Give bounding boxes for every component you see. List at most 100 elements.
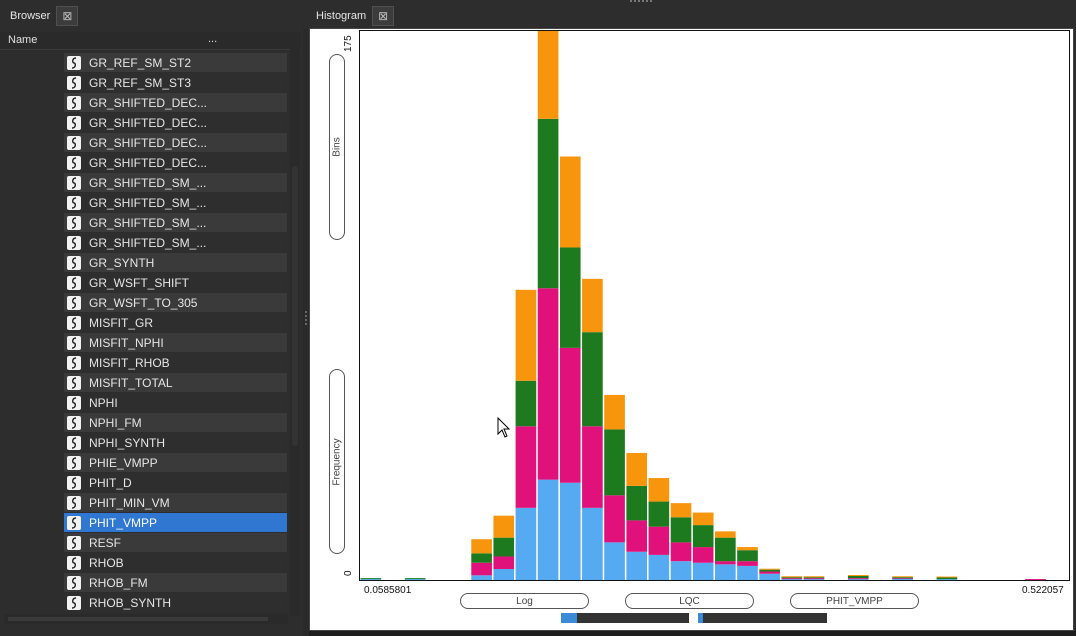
tree-item-label: GR_SHIFTED_SM_... xyxy=(89,195,207,210)
curve-icon xyxy=(67,595,81,610)
tree-item[interactable]: GR_SHIFTED_DEC... xyxy=(64,113,287,132)
panel-drag-grip[interactable] xyxy=(630,0,652,5)
tree-horizontal-scrollbar[interactable] xyxy=(4,614,288,624)
curve-icon xyxy=(67,315,81,330)
curve-icon xyxy=(67,535,81,550)
tree-item-label: NPHI_FM xyxy=(89,415,142,430)
column-name-header[interactable]: Name xyxy=(8,34,38,46)
tree-item[interactable]: GR_SHIFTED_DEC... xyxy=(64,153,287,172)
tree-item-label: GR_REF_SM_ST3 xyxy=(89,75,192,90)
tree-item-label: RHOB_FM xyxy=(89,575,148,590)
mouse-cursor-icon xyxy=(497,417,511,438)
tree-item[interactable]: GR_SHIFTED_SM_... xyxy=(64,173,287,192)
tree-item[interactable]: RHOB_FM xyxy=(64,573,287,592)
scroll-thumb[interactable] xyxy=(8,617,268,621)
curve-icon xyxy=(67,255,81,270)
curve-icon xyxy=(67,555,81,570)
panel-splitter[interactable] xyxy=(303,28,309,636)
curve-icon xyxy=(67,475,81,490)
browser-close-button[interactable]: ⊠ xyxy=(56,6,79,26)
tree-item[interactable]: RHOB xyxy=(64,553,287,572)
curve-icon xyxy=(67,435,81,450)
x-tick-label-max: 0.522057 xyxy=(1022,585,1064,596)
tree-item[interactable]: MISFIT_NPHI xyxy=(64,333,287,352)
frequency-button-label: Frequency xyxy=(331,437,343,486)
tree-item-label: MISFIT_NPHI xyxy=(89,335,164,350)
curve-icon xyxy=(67,395,81,410)
column-more-header[interactable]: ... xyxy=(208,33,218,45)
tree-item[interactable]: PHIT_D xyxy=(64,473,287,492)
tree-item[interactable]: GR_WSFT_SHIFT xyxy=(64,273,287,292)
tree-item[interactable]: GR_SHIFTED_SM_... xyxy=(64,213,287,232)
plot-area[interactable] xyxy=(359,30,1070,581)
tree-item-label: MISFIT_RHOB xyxy=(89,355,170,370)
tree-item-label: NPHI xyxy=(89,395,118,410)
range-slider-handle[interactable] xyxy=(561,613,577,623)
tree-item[interactable]: PHIE_VMPP xyxy=(64,453,287,472)
tree-item[interactable]: GR_SHIFTED_DEC... xyxy=(64,93,287,112)
curve-icon xyxy=(67,55,81,70)
tree-item[interactable]: MISFIT_GR xyxy=(64,313,287,332)
log-button[interactable]: Log xyxy=(460,593,589,609)
tree-item[interactable]: GR_SHIFTED_SM_... xyxy=(64,193,287,212)
tree-item[interactable]: GR_WSFT_TO_305 xyxy=(64,293,287,312)
tree-item[interactable]: NPHI xyxy=(64,393,287,412)
tree-vertical-scrollbar[interactable] xyxy=(290,46,300,616)
tree-item-label: RHOB_SYNTH xyxy=(89,595,172,610)
range-slider-left[interactable] xyxy=(561,613,689,623)
column-header[interactable]: Name ... xyxy=(0,32,301,50)
curve-icon xyxy=(67,275,81,290)
browser-tab[interactable]: Browser ⊠ xyxy=(10,4,79,28)
tree-item[interactable]: GR_SHIFTED_SM_... xyxy=(64,233,287,252)
range-slider-handle[interactable] xyxy=(698,613,703,623)
curve-icon xyxy=(67,455,81,470)
tree-item-label: GR_SYNTH xyxy=(89,255,155,270)
tree-item[interactable]: PHIT_MIN_VM xyxy=(64,493,287,512)
y-tick-label-min: 0 xyxy=(343,570,354,576)
tree-item[interactable]: PHIT_VMPP xyxy=(64,513,287,532)
curve-icon xyxy=(67,115,81,130)
range-slider-right[interactable] xyxy=(698,613,827,623)
browser-title: Browser xyxy=(10,10,51,22)
tree-item-label: RESF xyxy=(89,535,122,550)
tree-item-label: GR_SHIFTED_DEC... xyxy=(89,135,208,150)
curve-icon xyxy=(67,135,81,150)
bins-button-label: Bins xyxy=(331,137,343,157)
scroll-thumb[interactable] xyxy=(292,166,298,446)
curve-icon xyxy=(67,335,81,350)
histogram-title: Histogram xyxy=(316,10,367,22)
tree-item[interactable]: GR_REF_SM_ST2 xyxy=(64,53,287,72)
bins-button[interactable]: Bins xyxy=(329,54,345,240)
tree-item[interactable]: GR_SYNTH xyxy=(64,253,287,272)
close-icon: ⊠ xyxy=(378,9,389,23)
tree-item[interactable]: NPHI_SYNTH xyxy=(64,433,287,452)
histogram-tab[interactable]: Histogram ⊠ xyxy=(316,4,395,28)
tree-item[interactable]: GR_REF_SM_ST3 xyxy=(64,73,287,92)
tree-item-label: RHOB xyxy=(89,555,124,570)
tree-item[interactable]: RHOB_SYNTH xyxy=(64,593,287,612)
tree-item-label: GR_SHIFTED_DEC... xyxy=(89,115,208,130)
tree-item[interactable]: NPHI_FM xyxy=(64,413,287,432)
curve-icon xyxy=(67,355,81,370)
curve-selector-button[interactable]: PHIT_VMPP xyxy=(790,593,919,609)
tree-item[interactable]: GR_SHIFTED_DEC... xyxy=(64,133,287,152)
tree-item-label: MISFIT_GR xyxy=(89,315,154,330)
tree-item-label: MISFIT_TOTAL xyxy=(89,375,173,390)
tree-item-label: GR_SHIFTED_DEC... xyxy=(89,95,208,110)
curve-icon xyxy=(67,75,81,90)
tree-item[interactable]: MISFIT_TOTAL xyxy=(64,373,287,392)
lqc-button[interactable]: LQC xyxy=(625,593,754,609)
histogram-close-button[interactable]: ⊠ xyxy=(372,6,395,26)
y-tick-label-max: 175 xyxy=(343,35,354,52)
x-tick-label-min: 0.0585801 xyxy=(364,585,412,596)
tree-item-label: GR_WSFT_SHIFT xyxy=(89,275,190,290)
tree-item-label: PHIT_MIN_VM xyxy=(89,495,170,510)
tree-item[interactable]: MISFIT_RHOB xyxy=(64,353,287,372)
tree-item[interactable]: RESF xyxy=(64,533,287,552)
frequency-button[interactable]: Frequency xyxy=(329,369,345,554)
tree-item-label: GR_SHIFTED_SM_... xyxy=(89,215,207,230)
curve-icon xyxy=(67,95,81,110)
close-icon: ⊠ xyxy=(62,9,73,23)
curve-icon xyxy=(67,495,81,510)
splitter-grip[interactable] xyxy=(305,311,309,325)
